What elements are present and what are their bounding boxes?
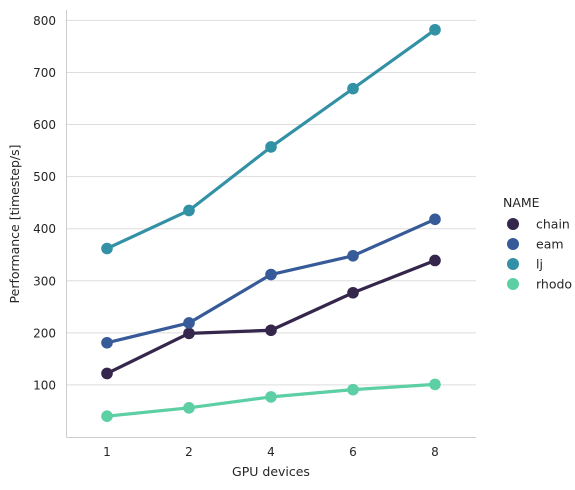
point-lj-6 xyxy=(347,82,359,95)
series-rhodo xyxy=(101,378,441,422)
x-tick-label-2: 2 xyxy=(185,445,193,459)
point-rhodo-8 xyxy=(429,378,441,391)
series-line-lj xyxy=(105,28,437,251)
x-tick-label-1: 1 xyxy=(103,445,111,459)
grid-lines xyxy=(66,19,476,386)
legend-marker-rhodo xyxy=(507,278,519,290)
point-rhodo-2 xyxy=(183,402,195,414)
point-eam-1 xyxy=(101,336,113,349)
point-chain-2 xyxy=(183,327,195,340)
y-tick-label-700: 700 xyxy=(33,66,56,80)
series-eam xyxy=(101,213,441,349)
point-eam-6 xyxy=(347,249,359,262)
y-tick-labels: 100 200 300 400 500 600 700 800 xyxy=(33,14,56,393)
point-lj-1 xyxy=(101,242,113,255)
point-lj-2 xyxy=(183,204,195,217)
y-tick-label-600: 600 xyxy=(33,118,56,132)
point-lj-8 xyxy=(429,23,441,36)
x-axis-label: GPU devices xyxy=(232,464,310,479)
legend-marker-chain xyxy=(507,218,519,230)
legend: NAME chain eam lj rhodo xyxy=(503,195,572,292)
series-lj xyxy=(101,23,441,255)
legend-marker-eam xyxy=(507,238,519,250)
x-tick-label-8: 8 xyxy=(431,445,439,459)
x-tick-labels: 1 2 4 6 8 xyxy=(103,445,439,459)
legend-title: NAME xyxy=(503,195,540,210)
point-chain-4 xyxy=(265,324,277,337)
y-axis-label: Performance [timestep/s] xyxy=(7,145,22,304)
y-tick-label-300: 300 xyxy=(33,274,56,288)
y-tick-label-500: 500 xyxy=(33,170,56,184)
legend-marker-lj xyxy=(507,258,519,270)
point-eam-2 xyxy=(183,317,195,329)
legend-label-rhodo: rhodo xyxy=(536,277,572,292)
point-chain-6 xyxy=(347,286,359,299)
x-tick-label-4: 4 xyxy=(267,445,275,459)
point-chain-1 xyxy=(101,367,113,380)
legend-label-lj: lj xyxy=(536,257,543,272)
x-tick-label-6: 6 xyxy=(349,445,357,459)
point-eam-4 xyxy=(265,268,277,281)
point-rhodo-1 xyxy=(101,410,113,422)
point-eam-8 xyxy=(429,213,441,226)
series-group xyxy=(101,23,441,422)
y-tick-label-400: 400 xyxy=(33,222,56,236)
y-tick-label-200: 200 xyxy=(33,326,56,340)
point-lj-4 xyxy=(265,141,277,153)
legend-label-chain: chain xyxy=(536,217,570,232)
point-rhodo-6 xyxy=(347,383,359,396)
legend-label-eam: eam xyxy=(536,237,564,252)
axes xyxy=(66,10,476,438)
point-chain-8 xyxy=(429,254,441,267)
y-tick-label-800: 800 xyxy=(33,14,56,28)
series-chain xyxy=(101,254,441,380)
point-rhodo-4 xyxy=(265,391,277,403)
y-tick-label-100: 100 xyxy=(33,378,56,392)
